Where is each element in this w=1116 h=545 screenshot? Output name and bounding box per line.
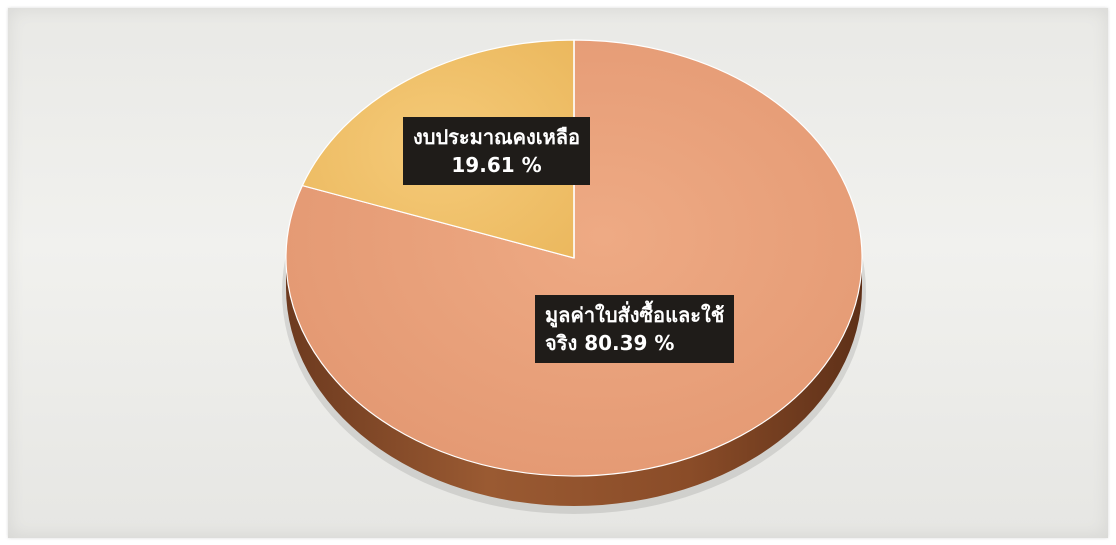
slice-label-remaining-line2: 19.61 % bbox=[451, 153, 542, 177]
slice-label-used-line1: มูลค่าใบสั่งซื้อและใช้ bbox=[545, 303, 725, 327]
slice-label-remaining-budget: งบประมาณคงเหลือ 19.61 % bbox=[403, 117, 591, 185]
pie-group bbox=[282, 39, 866, 514]
slice-label-used-line2: จริง 80.39 % bbox=[545, 331, 675, 355]
slice-label-remaining-line1: งบประมาณคงเหลือ bbox=[413, 125, 581, 149]
slice-label-purchase-order-value: มูลค่าใบสั่งซื้อและใช้ จริง 80.39 % bbox=[535, 295, 735, 363]
